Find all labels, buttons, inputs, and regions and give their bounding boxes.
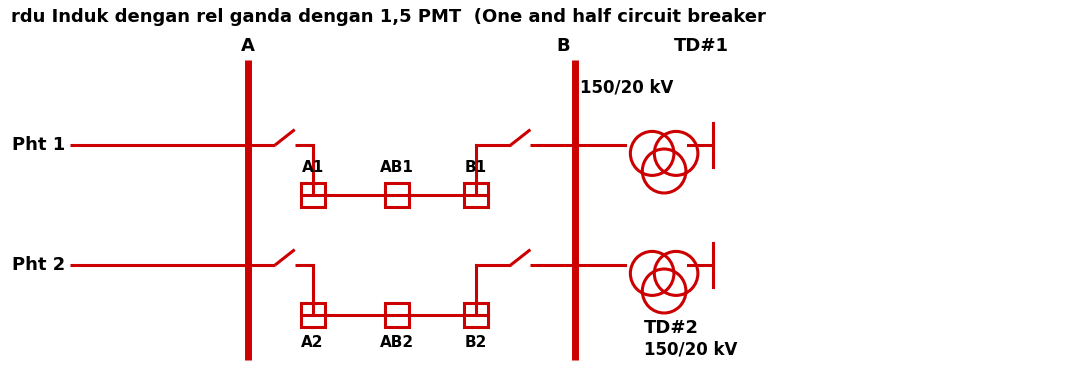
Text: 150/20 kV: 150/20 kV <box>580 78 674 96</box>
Text: AB2: AB2 <box>379 335 414 350</box>
Text: A1: A1 <box>302 160 323 175</box>
Text: rdu Induk dengan rel ganda dengan 1,5 PMT  (One and half circuit breaker: rdu Induk dengan rel ganda dengan 1,5 PM… <box>11 8 765 26</box>
Text: A: A <box>241 37 255 55</box>
Bar <box>465 303 488 327</box>
Bar <box>385 183 409 207</box>
Text: AB1: AB1 <box>379 160 414 175</box>
Text: Pht 1: Pht 1 <box>12 136 65 154</box>
Text: B2: B2 <box>465 335 487 350</box>
Bar <box>301 183 324 207</box>
Text: A2: A2 <box>302 335 323 350</box>
Text: Pht 2: Pht 2 <box>12 256 65 274</box>
Text: 150/20 kV: 150/20 kV <box>645 341 737 359</box>
Text: TD#2: TD#2 <box>645 319 700 337</box>
Text: B1: B1 <box>465 160 487 175</box>
Text: B: B <box>556 37 570 55</box>
Bar <box>301 303 324 327</box>
Bar <box>385 303 409 327</box>
Text: TD#1: TD#1 <box>674 37 729 55</box>
Bar <box>465 183 488 207</box>
